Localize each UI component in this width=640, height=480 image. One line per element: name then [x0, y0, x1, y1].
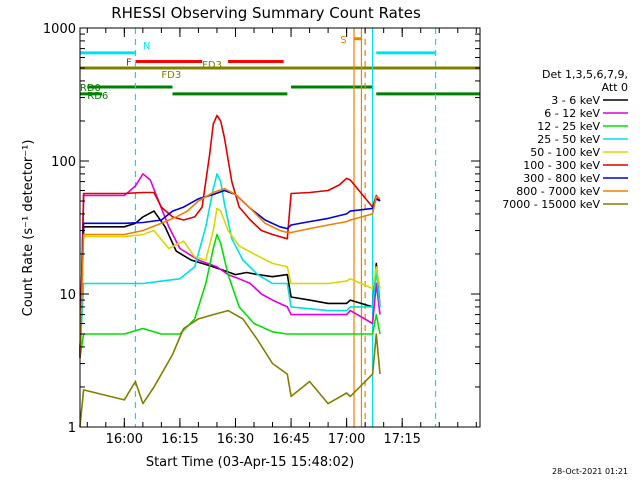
x-tick-label: 16:00 [106, 432, 143, 447]
x-tick-label: 16:30 [217, 432, 254, 447]
legend-entry-label: 3 - 6 keV [551, 94, 600, 107]
flag-label: RD0 [80, 83, 101, 94]
legend-entry-label: 12 - 25 keV [537, 120, 600, 133]
series-line [79, 207, 381, 359]
flag-label: RD6 [87, 91, 108, 102]
y-axis: 1 10 100 1000 [43, 22, 480, 436]
legend-entry-label: 50 - 100 keV [530, 146, 600, 159]
y-tick-label: 1 [68, 421, 76, 436]
series-line [79, 233, 381, 359]
flag-label: F [126, 57, 132, 68]
x-tick-label: 16:45 [272, 432, 309, 447]
legend-entry-label: 100 - 300 keV [523, 159, 600, 172]
x-axis-label: Start Time (03-Apr-15 15:48:02) [146, 455, 354, 470]
y-tick-label: 100 [51, 155, 76, 170]
legend-entry-label: 7000 - 15000 keV [502, 198, 600, 211]
footer-timestamp: 28-Oct-2021 01:21 [552, 467, 628, 476]
flag-label: S [340, 35, 346, 46]
x-tick-label: 17:15 [383, 432, 420, 447]
x-tick-label: 17:00 [328, 432, 365, 447]
series-line [79, 173, 381, 359]
flag-label: FD3 [202, 60, 222, 71]
legend-entry-label: 300 - 800 keV [523, 172, 600, 185]
legend-header: Att 0 [602, 81, 628, 94]
plot-frame [79, 27, 481, 428]
y-axis-label: Count Rate (s⁻¹ detector⁻¹) [21, 140, 36, 317]
series-line [79, 173, 381, 359]
chart-title: RHESSI Observing Summary Count Rates [111, 4, 421, 22]
series-line [79, 114, 381, 359]
flag-label: FD3 [161, 70, 181, 81]
vertical-markers [134, 28, 437, 427]
y-tick-label: 10 [59, 288, 76, 303]
legend-entry-label: 6 - 12 keV [544, 107, 600, 120]
legend-entry-label: 25 - 50 keV [537, 133, 600, 146]
legend-header: Det 1,3,5,6,7,9, [542, 68, 628, 81]
flag-label: N [143, 41, 150, 52]
series-lines [79, 114, 381, 428]
x-axis: 16:00 16:15 16:30 16:45 17:00 17:15 [86, 28, 477, 447]
series-line [79, 187, 381, 359]
series-line [79, 309, 381, 428]
y-tick-label: 1000 [43, 22, 76, 37]
x-tick-label: 16:15 [161, 432, 198, 447]
series-line [79, 210, 381, 359]
legend-entry-label: 800 - 7000 keV [516, 185, 600, 198]
